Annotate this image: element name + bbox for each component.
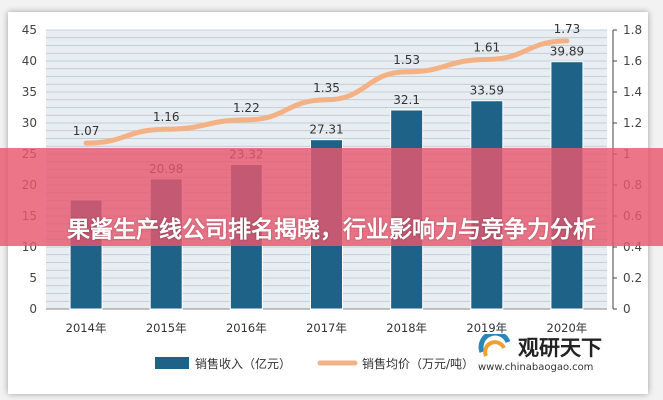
line-data-label: 1.22 (233, 101, 260, 115)
x-tick-label: 2014年 (66, 321, 107, 335)
left-tick-label: 0 (29, 302, 37, 316)
right-tick-label: 1.2 (623, 116, 642, 130)
left-tick-label: 5 (29, 271, 37, 285)
bar-data-label: 27.31 (309, 123, 343, 137)
bar-data-label: 32.1 (393, 93, 420, 107)
watermark-name: 观研天下 (518, 336, 602, 360)
watermark-logo-icon (478, 334, 511, 357)
left-tick-label: 35 (22, 85, 37, 99)
legend-bar-swatch (155, 357, 189, 369)
left-tick-label: 45 (22, 23, 37, 37)
line-data-label: 1.73 (554, 22, 581, 36)
line-data-label: 1.53 (393, 53, 420, 67)
right-tick-label: 1.8 (623, 23, 642, 37)
legend-line-label: 销售均价（万元/吨） (362, 356, 474, 371)
bar-data-label: 33.59 (470, 84, 504, 98)
right-tick-label: 0.2 (623, 271, 642, 285)
x-tick-label: 2015年 (146, 321, 187, 335)
watermark-url: www.chinabaogao.com (478, 362, 594, 373)
left-tick-label: 30 (22, 116, 37, 130)
right-tick-label: 1.6 (623, 54, 642, 68)
line-data-label: 1.07 (73, 124, 100, 138)
x-tick-label: 2016年 (226, 321, 267, 335)
line-data-label: 1.16 (153, 110, 180, 124)
line-series (83, 38, 570, 146)
x-tick-label: 2020年 (547, 321, 588, 335)
left-tick-label: 40 (22, 54, 37, 68)
right-tick-label: 1.4 (623, 85, 642, 99)
line-data-label: 1.61 (473, 40, 500, 54)
bar-data-label: 39.89 (550, 45, 584, 59)
right-tick-label: 0 (623, 302, 631, 316)
legend-bar-label: 销售收入（亿元） (195, 356, 291, 371)
x-tick-label: 2018年 (386, 321, 427, 335)
x-tick-label: 2019年 (466, 321, 507, 335)
title-banner: 果酱生产线公司排名揭晓，行业影响力与竞争力分析 (0, 148, 663, 246)
x-tick-label: 2017年 (306, 321, 347, 335)
banner-title: 果酱生产线公司排名揭晓，行业影响力与竞争力分析 (67, 217, 596, 243)
line-data-label: 1.35 (313, 81, 340, 95)
